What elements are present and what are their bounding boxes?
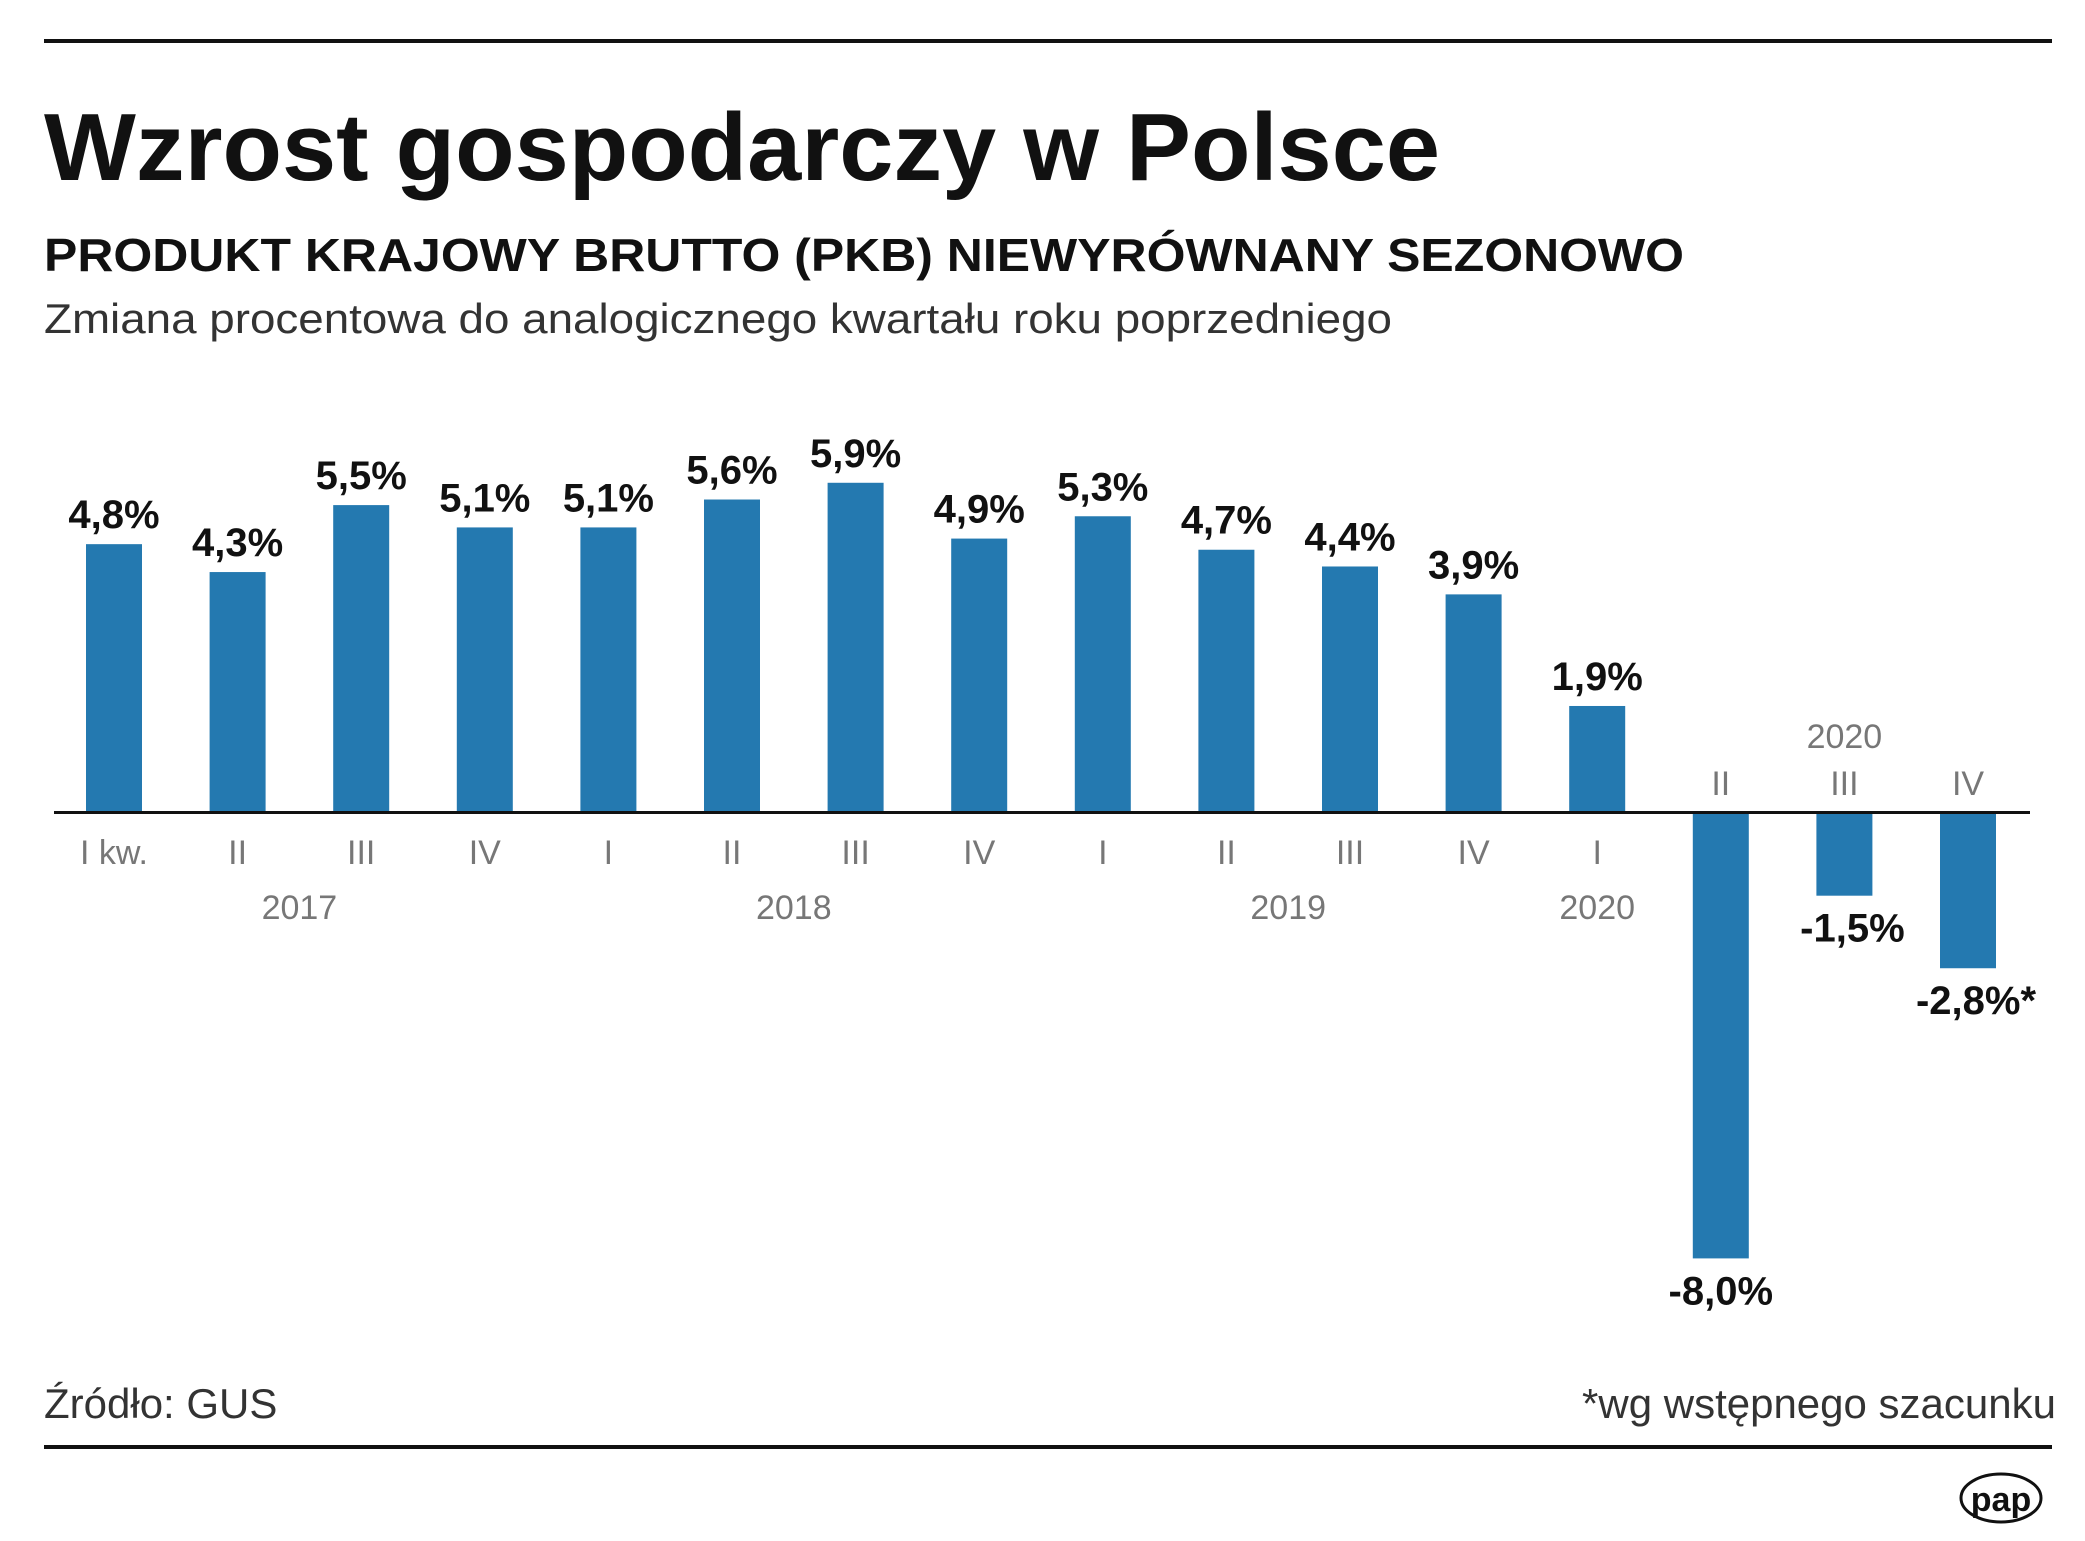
bar	[951, 538, 1008, 812]
quarter-tick-label: I kw.	[80, 834, 148, 872]
year-label: 2018	[756, 889, 832, 927]
quarter-tick-label: IV	[1952, 765, 1984, 803]
year-label: 2020	[1559, 889, 1635, 927]
value-label: -2,8%*	[1916, 979, 2036, 1023]
value-label: -8,0%	[1669, 1269, 1774, 1313]
value-label: 3,9%	[1428, 543, 1519, 587]
quarter-tick-label: III	[1336, 834, 1364, 872]
value-label: -1,5%	[1800, 907, 1905, 951]
bar	[580, 527, 637, 812]
svg-text:pap: pap	[1971, 1481, 2031, 1519]
value-label: 1,9%	[1552, 655, 1643, 699]
bottom-rule	[44, 1445, 2052, 1449]
year-label: 2017	[262, 889, 338, 927]
source-text: Źródło: GUS	[44, 1380, 277, 1427]
quarter-tick-label: II	[1217, 834, 1236, 872]
value-label: 5,1%	[563, 476, 654, 520]
bar	[1569, 705, 1626, 812]
quarter-tick-label: I	[604, 834, 613, 872]
quarter-tick-label: III	[347, 834, 375, 872]
bar	[209, 572, 266, 812]
value-label: 5,9%	[810, 432, 901, 476]
value-label: 5,6%	[686, 449, 777, 493]
footnote-text: *wg wstępnego szacunku	[1582, 1380, 2056, 1427]
value-label: 4,3%	[192, 521, 283, 565]
value-label: 5,1%	[439, 476, 530, 520]
quarter-tick-label: IV	[963, 834, 995, 872]
quarter-tick-label: IV	[1458, 834, 1490, 872]
value-label: 4,9%	[934, 488, 1025, 532]
value-label: 5,3%	[1057, 465, 1148, 509]
quarter-tick-label: III	[1830, 765, 1858, 803]
quarter-tick-label: III	[841, 834, 869, 872]
top-rule	[44, 39, 2052, 43]
bar	[827, 482, 884, 812]
bar	[1074, 516, 1131, 812]
chart-description: Zmiana procentowa do analogicznego kwart…	[44, 295, 1392, 342]
quarter-tick-label: II	[723, 834, 742, 872]
value-label: 4,4%	[1304, 515, 1395, 559]
quarter-tick-label: II	[228, 834, 247, 872]
year-label: 2019	[1250, 889, 1326, 927]
quarter-tick-label: I	[1592, 834, 1601, 872]
zero-axis	[54, 811, 2030, 814]
bar	[1816, 812, 1873, 896]
quarter-tick-label: I	[1098, 834, 1107, 872]
bar	[1322, 566, 1378, 812]
pap-logo: pap	[1959, 1472, 2043, 1524]
bar	[456, 527, 513, 812]
chart-subtitle: PRODUKT KRAJOWY BRUTTO (PKB) NIEWYRÓWNAN…	[44, 229, 1684, 281]
bar	[1692, 812, 1749, 1259]
bar	[1445, 594, 1502, 812]
value-label: 4,8%	[68, 493, 159, 537]
bar	[86, 544, 142, 812]
bar	[333, 505, 390, 812]
bar	[1198, 549, 1255, 812]
bar	[704, 499, 760, 812]
chart-title: Wzrost gospodarczy w Polsce	[44, 94, 1440, 201]
quarter-tick-label: IV	[469, 834, 501, 872]
year-label: 2020	[1807, 718, 1883, 756]
value-label: 4,7%	[1181, 499, 1272, 543]
bar	[1940, 812, 1996, 969]
value-label: 5,5%	[316, 454, 407, 498]
quarter-tick-label: II	[1711, 765, 1730, 803]
